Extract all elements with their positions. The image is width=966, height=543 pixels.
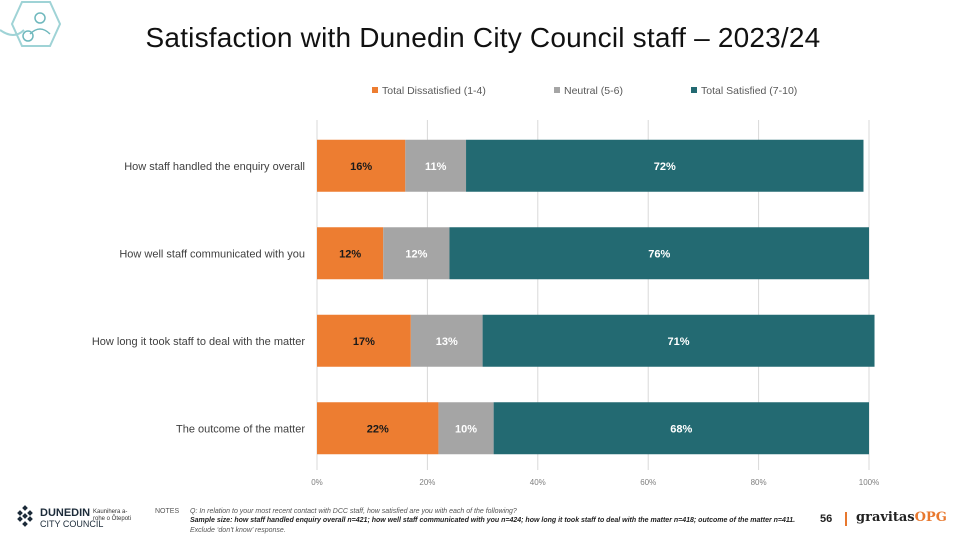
bar-segment — [317, 314, 411, 367]
notes-label: NOTES — [155, 508, 180, 515]
data-label: 72% — [654, 161, 676, 173]
bar-segment — [405, 139, 467, 192]
brand-logo: gravitasOPG — [856, 510, 947, 525]
x-tick-label: 100% — [859, 478, 879, 487]
brand-main: gravitas — [856, 510, 915, 525]
category-label: How long it took staff to deal with the … — [92, 336, 306, 348]
notes-exclude: Exclude ‘don’t know’ response. — [190, 527, 286, 534]
brand-accent: OPG — [914, 510, 947, 525]
bar-segment — [466, 139, 864, 192]
data-label: 13% — [436, 336, 458, 348]
category-label: How staff handled the enquiry overall — [124, 161, 305, 173]
page-title: Satisfaction with Dunedin City Council s… — [145, 22, 821, 53]
bar-segment — [383, 227, 450, 280]
x-tick-label: 80% — [751, 478, 767, 487]
x-tick-label: 40% — [530, 478, 546, 487]
data-label: 22% — [367, 423, 389, 435]
bar-segment — [482, 314, 875, 367]
legend-swatch — [691, 87, 697, 93]
data-label: 12% — [405, 248, 427, 260]
bar-segment — [438, 402, 494, 455]
data-label: 12% — [339, 248, 361, 260]
data-label: 71% — [668, 336, 690, 348]
hexagon-people-icon — [0, 1, 62, 47]
bar-segment — [493, 402, 869, 455]
x-tick-label: 0% — [311, 478, 323, 487]
bar-segment — [317, 139, 406, 192]
dcc-logo-sub: CITY COUNCIL — [40, 519, 104, 529]
data-label: 68% — [670, 423, 692, 435]
x-tick-label: 20% — [419, 478, 435, 487]
x-tick-label: 60% — [640, 478, 656, 487]
legend-swatch — [372, 87, 378, 93]
data-label: 10% — [455, 423, 477, 435]
data-label: 76% — [648, 248, 670, 260]
page-number: 56 — [820, 513, 833, 525]
bar-segment — [410, 314, 483, 367]
data-label: 17% — [353, 336, 375, 348]
legend-swatch — [554, 87, 560, 93]
legend-label: Total Satisfied (7-10) — [701, 85, 797, 97]
notes-sample-size: Sample size: how staff handled enquiry o… — [190, 517, 796, 524]
category-label: The outcome of the matter — [176, 423, 305, 435]
bar-segment — [317, 402, 439, 455]
notes-question: Q: In relation to your most recent conta… — [190, 508, 517, 515]
category-label: How well staff communicated with you — [119, 248, 305, 260]
bar-segment — [449, 227, 869, 280]
data-label: 11% — [425, 161, 447, 173]
stacked-bar-chart: 0% 20% 40% 60% 80% 100% Total Dissatisfied (1-… — [92, 85, 879, 487]
legend-label: Neutral (5-6) — [564, 85, 623, 97]
dcc-logo-maori: Kaunihera a-rohe o Ōtepoti — [93, 509, 132, 522]
data-label: 16% — [350, 161, 372, 173]
dcc-logo-name: DUNEDIN — [40, 507, 91, 519]
brand-separator — [845, 512, 847, 526]
bar-segment — [317, 227, 384, 280]
legend-label: Total Dissatisfied (1-4) — [382, 85, 486, 97]
dcc-diamond-grid-icon — [17, 505, 33, 527]
